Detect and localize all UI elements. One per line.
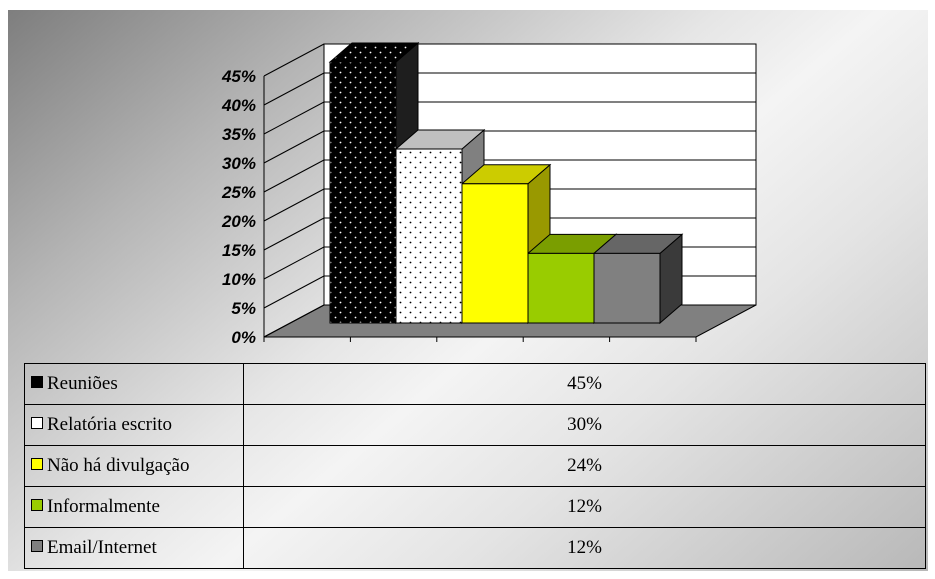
bar-5 xyxy=(592,233,684,325)
y-tick-label: 45% xyxy=(221,67,256,86)
y-tick-label: 0% xyxy=(231,328,256,347)
table-row: Informalmente 12% xyxy=(24,486,926,528)
side-gridline xyxy=(263,304,325,338)
legend-swatch xyxy=(31,540,43,552)
side-gridline xyxy=(263,217,325,251)
bar-front-2 xyxy=(395,148,463,324)
side-gridline xyxy=(263,246,325,280)
legend-swatch xyxy=(31,417,43,429)
category-label: Email/Internet xyxy=(47,537,157,558)
y-tick-label: 35% xyxy=(222,125,256,144)
side-gridline xyxy=(263,43,325,77)
legend-cell: Reuniões xyxy=(24,363,244,405)
value-label: 12% xyxy=(243,486,926,528)
bar-chart-3d: 0% 5% 10% 15% 20% 25% 30% 35% 40% 45% xyxy=(221,41,757,347)
table-row: Relatória escrito 30% xyxy=(24,404,926,446)
value-label: 24% xyxy=(243,445,926,487)
table-row: Email/Internet 12% xyxy=(24,527,926,569)
value-label: 45% xyxy=(243,363,926,405)
side-gridline xyxy=(263,275,325,309)
value-label: 12% xyxy=(243,527,926,569)
category-label: Relatória escrito xyxy=(47,414,173,435)
table-row: Não há divulgação 24% xyxy=(24,445,926,487)
y-tick-label: 5% xyxy=(231,299,256,318)
table-row: Reuniões 45% xyxy=(24,363,926,405)
bar-front-5 xyxy=(593,252,661,324)
side-gridline xyxy=(263,72,325,106)
y-tick-label: 40% xyxy=(221,96,256,115)
legend-cell: Email/Internet xyxy=(24,527,244,569)
category-label: Não há divulgação xyxy=(47,455,190,476)
legend-swatch xyxy=(31,499,43,511)
legend-cell: Relatória escrito xyxy=(24,404,244,446)
data-table: Reuniões 45% Relatória escrito 30% Não há di… xyxy=(24,363,926,569)
category-label: Informalmente xyxy=(47,496,160,517)
y-tick-label: 20% xyxy=(221,212,256,231)
legend-swatch xyxy=(31,376,43,388)
bar-front-3 xyxy=(461,183,529,324)
legend-cell: Não há divulgação xyxy=(24,445,244,487)
y-tick-label: 10% xyxy=(222,270,256,289)
y-tick-label: 25% xyxy=(221,183,256,202)
bar-front-1 xyxy=(329,61,397,324)
side-gridline xyxy=(263,130,325,164)
side-gridline xyxy=(263,101,325,135)
side-gridline xyxy=(263,188,325,222)
side-gridline xyxy=(263,159,325,193)
y-tick-label: 15% xyxy=(222,241,256,260)
legend-cell: Informalmente xyxy=(24,486,244,528)
category-label: Reuniões xyxy=(47,373,118,394)
value-label: 30% xyxy=(243,404,926,446)
y-tick-label: 30% xyxy=(222,154,256,173)
bar-front-4 xyxy=(527,252,595,324)
legend-swatch xyxy=(31,458,43,470)
